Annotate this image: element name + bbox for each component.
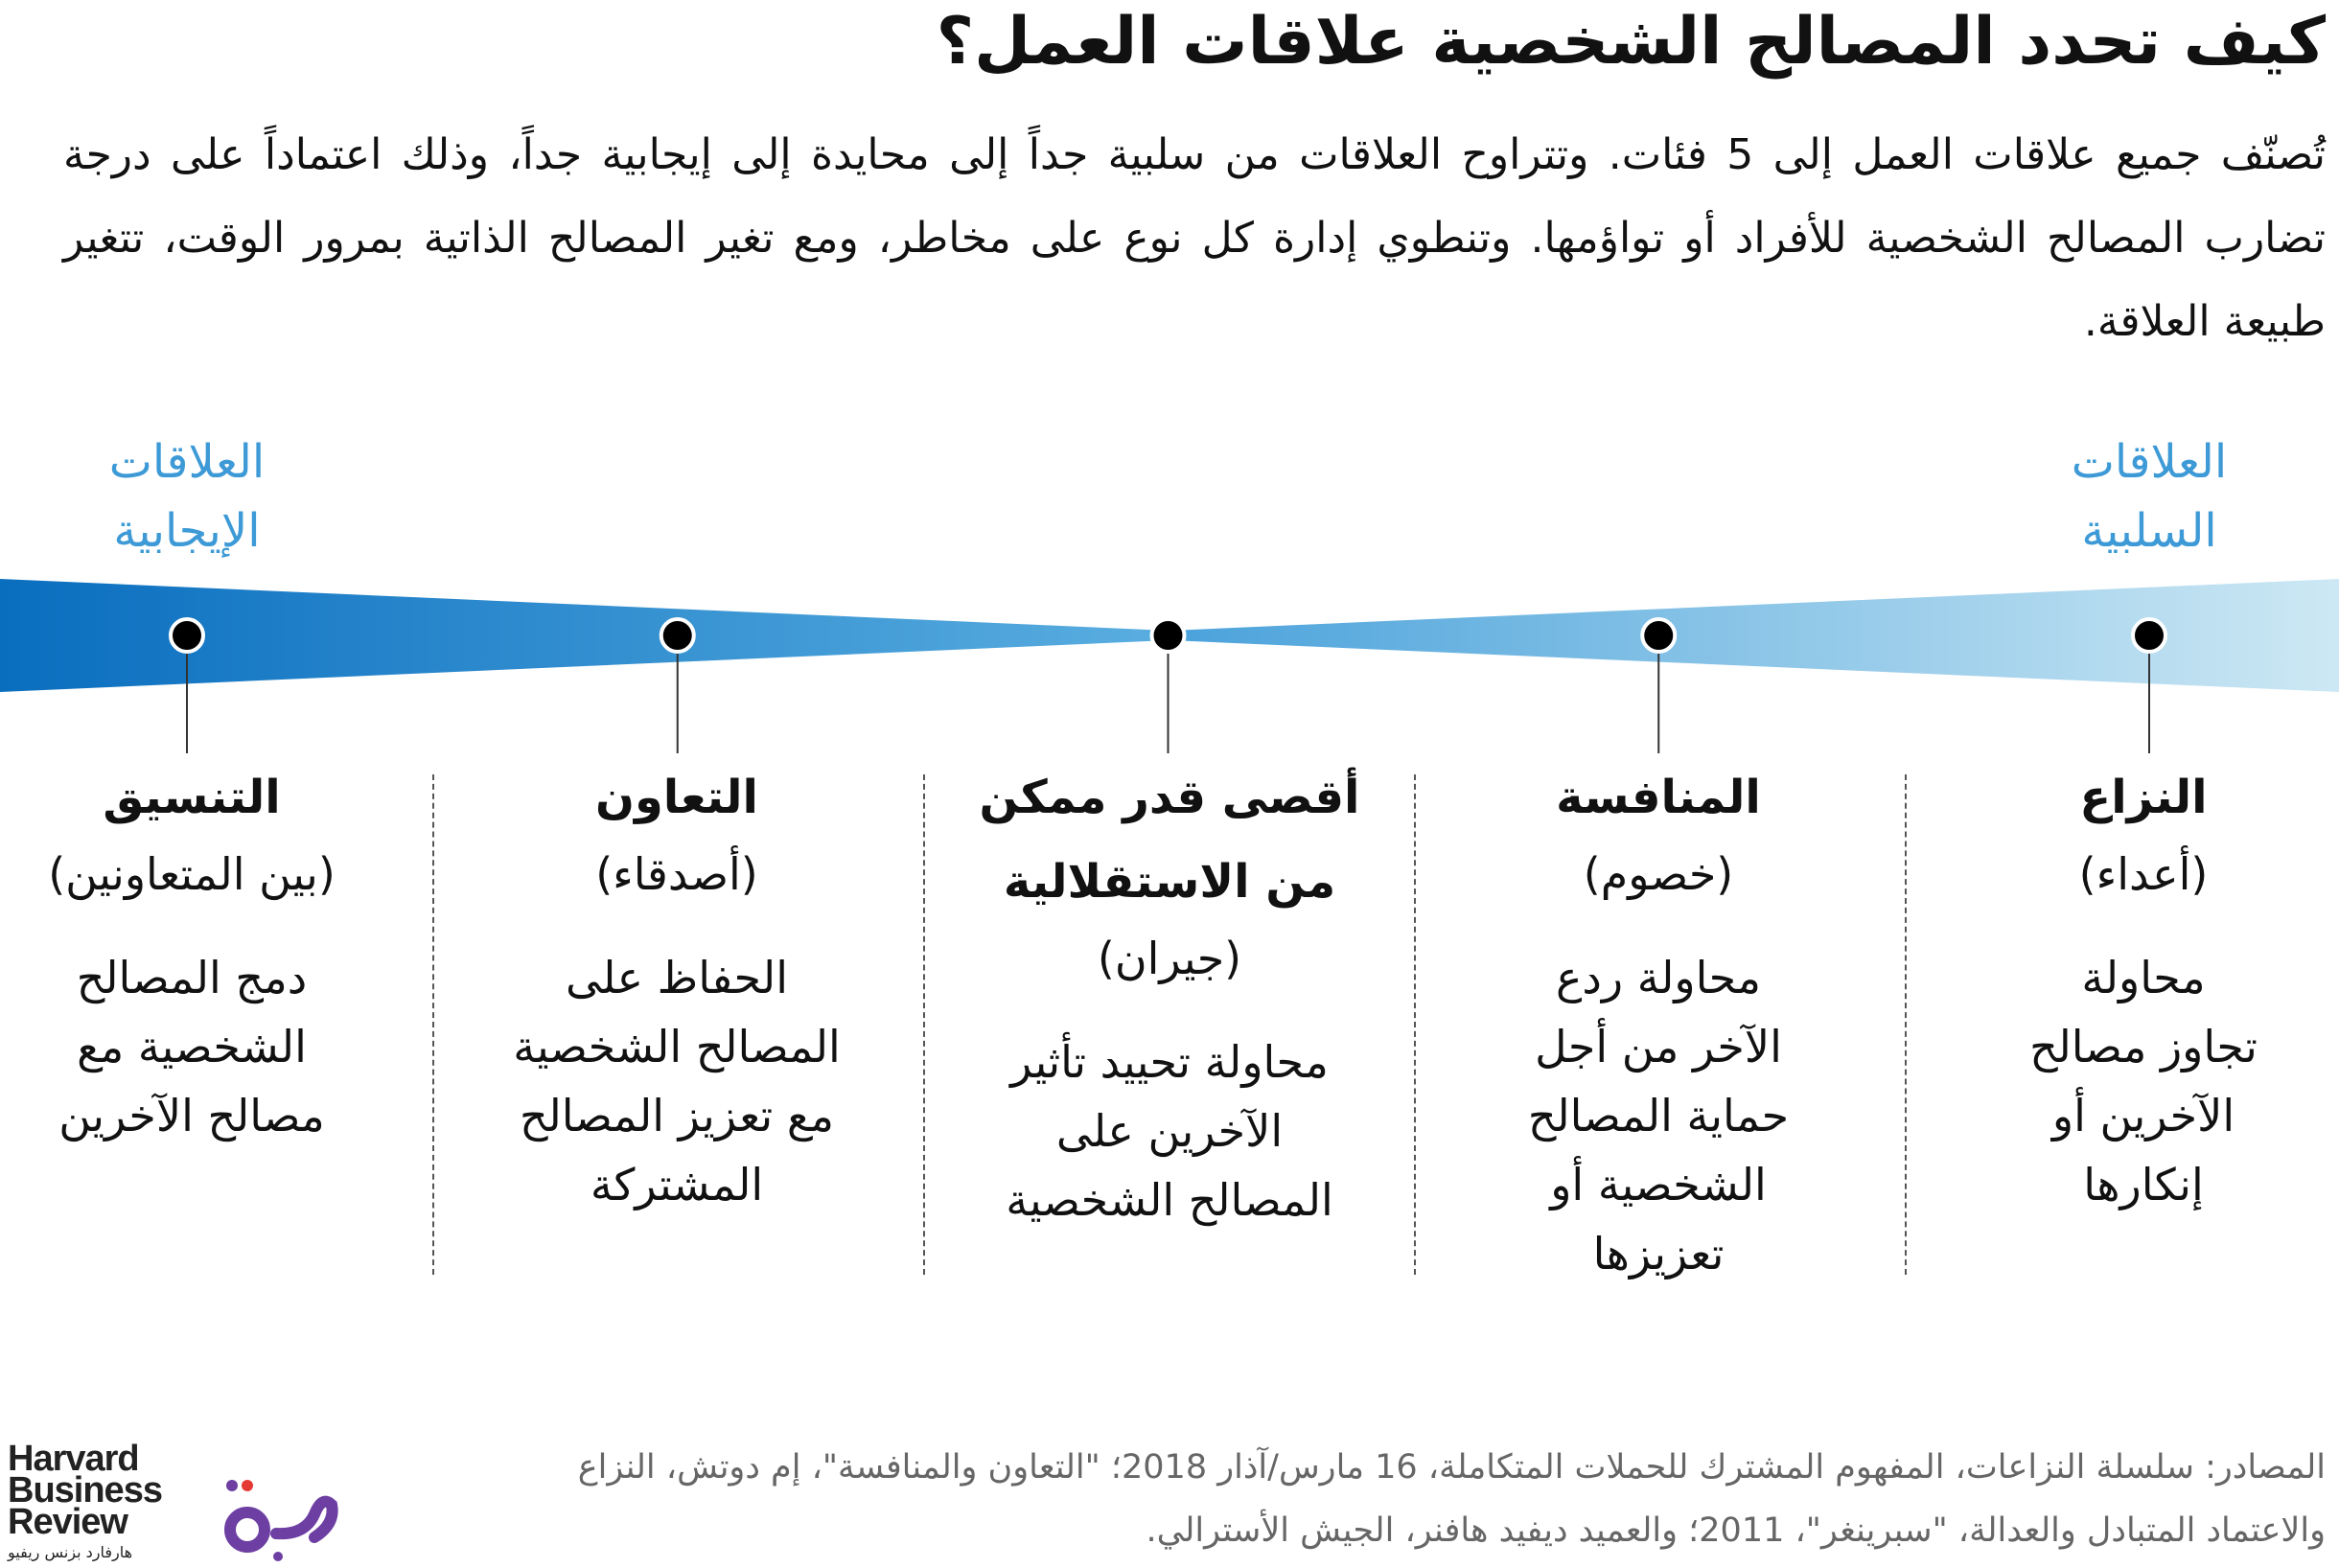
- spectrum-marker-dot: [169, 617, 205, 654]
- column-relation: (أعداء): [2078, 848, 2209, 900]
- column-relation: (أصدقاء): [595, 848, 758, 900]
- column-description-line: مصالح الآخرين: [58, 1090, 325, 1141]
- column-description-line: مع تعزيز المصالح: [520, 1090, 834, 1141]
- label-line: العلاقات: [2071, 435, 2228, 489]
- column-heading: من الاستقلالية: [1003, 855, 1336, 909]
- column-description-line: تجاوز مصالح: [2029, 1021, 2258, 1072]
- page-title: كيف تحدد المصالح الشخصية علاقات العمل؟: [936, 4, 2326, 80]
- column-divider: [923, 774, 925, 1275]
- spectrum-marker-dot: [659, 617, 696, 654]
- positive-wedge: [0, 579, 1170, 692]
- intro-paragraph: تُصنّف جميع علاقات العمل إلى 5 فئات. وتت…: [63, 130, 2326, 346]
- column-description-line: محاولة تحييد تأثير: [1010, 1036, 1329, 1088]
- column-description-line: الشخصية مع: [77, 1021, 307, 1072]
- column-description-line: المصالح الشخصية: [1006, 1174, 1333, 1226]
- label-line: العلاقات: [108, 435, 266, 489]
- negative-wedge: [1170, 579, 2339, 692]
- column-relation: (خصوم): [1583, 848, 1734, 900]
- column-description-line: إنكارها: [2083, 1159, 2204, 1211]
- column-description-line: الآخر من أجل: [1535, 1021, 1782, 1072]
- column-cooperation: التعاون (أصدقاء) الحفاظ على المصالح الشخ…: [447, 755, 907, 1219]
- column-description-line: الشخصية أو: [1550, 1159, 1767, 1211]
- positive-relations-label: العلاقات الإيجابية: [34, 427, 340, 565]
- column-description-line: تعزيزها: [1592, 1228, 1725, 1280]
- sources-line: المصادر: سلسلة النزاعات، المفهوم المشترك…: [577, 1448, 2326, 1487]
- hbr-logo-line: Harvard: [8, 1439, 140, 1479]
- spectrum-marker-dot: [2131, 617, 2167, 654]
- column-description-line: حماية المصالح: [1527, 1090, 1790, 1141]
- label-line: السلبية: [2081, 504, 2217, 558]
- hbr-arabic-logo-text: هارفارد بزنس ريفيو: [8, 1543, 133, 1561]
- hbr-logo-line: Business: [8, 1470, 163, 1510]
- column-heading: النزاع: [2079, 771, 2208, 824]
- column-description-line: محاولة: [2081, 952, 2206, 1003]
- relationship-spectrum-band: [0, 579, 2339, 753]
- label-line: الإيجابية: [113, 504, 261, 558]
- spectrum-marker-dot: [1640, 617, 1678, 654]
- hbr-logo-line: Review: [8, 1502, 128, 1542]
- column-description-line: دمج المصالح: [76, 952, 308, 1003]
- column-coordination: التنسيق (بين المتعاونين) دمج المصالح الش…: [0, 755, 422, 1150]
- column-heading: المنافسة: [1556, 771, 1761, 824]
- column-description-line: الآخرين على: [1055, 1105, 1284, 1157]
- majarra-logo: [224, 1480, 338, 1561]
- column-heading: أقصى قدر ممكن: [979, 771, 1360, 824]
- column-description-line: محاولة ردع: [1555, 952, 1761, 1003]
- negative-relations-label: العلاقات السلبية: [1996, 427, 2303, 565]
- sources-note: المصادر: سلسلة النزاعات، المفهوم المشترك…: [504, 1436, 2326, 1562]
- hbr-logo: Harvard Business Review: [8, 1439, 163, 1542]
- column-independence: أقصى قدر ممكن من الاستقلالية (جيران) محا…: [939, 755, 1400, 1234]
- column-divider: [1414, 774, 1416, 1275]
- column-heading: التنسيق: [103, 771, 281, 824]
- column-competition: المنافسة (خصوم) محاولة ردع الآخر من أجل …: [1428, 755, 1888, 1288]
- column-conflict: النزاع (أعداء) محاولة تجاوز مصالح الآخري…: [1913, 755, 2339, 1219]
- column-description-line: المصالح الشخصية: [513, 1021, 841, 1072]
- column-divider: [1905, 774, 1907, 1275]
- column-description-line: الآخرين أو: [2051, 1090, 2235, 1141]
- column-description-line: الحفاظ على: [566, 952, 788, 1003]
- spectrum-marker-dot: [1149, 617, 1187, 654]
- column-relation: (بين المتعاونين): [48, 848, 336, 900]
- column-relation: (جيران): [1097, 933, 1242, 984]
- column-description-line: المشتركة: [590, 1159, 764, 1211]
- column-divider: [432, 774, 434, 1275]
- column-heading: التعاون: [595, 771, 758, 824]
- sources-line: والاعتماد المتبادل والعدالة، "سبرينغر"، …: [1146, 1511, 2326, 1550]
